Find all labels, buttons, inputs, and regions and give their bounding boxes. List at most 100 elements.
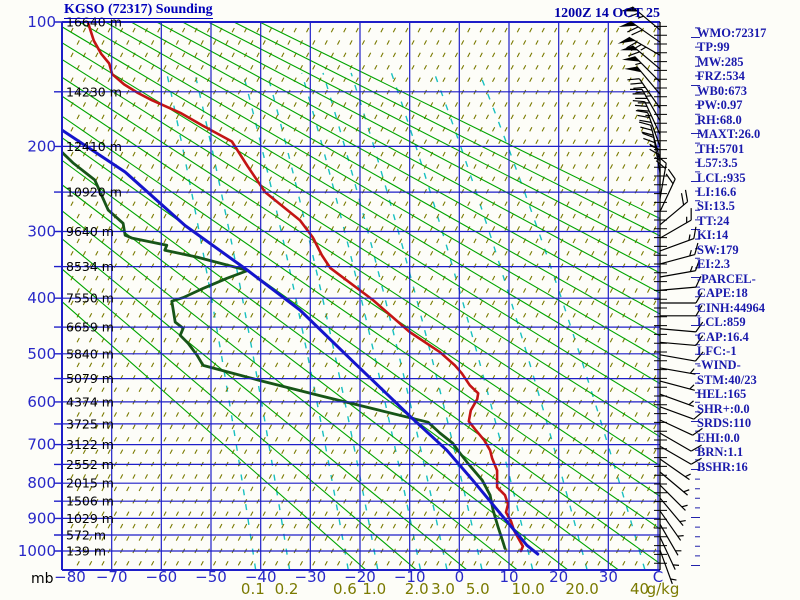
- wind-barb: [635, 109, 661, 147]
- stats-line: RH:68.0: [697, 112, 742, 127]
- wind-barb: [649, 143, 661, 187]
- temperature-tick-label: −80: [54, 568, 86, 586]
- height-label: 14230 m: [66, 84, 122, 99]
- stats-line: -WIND-: [697, 358, 741, 373]
- height-label: 12410 m: [66, 139, 122, 154]
- stats-line: LI:16.6: [697, 184, 737, 199]
- temperature-unit-label: C: [653, 568, 663, 586]
- wind-barb: [659, 458, 691, 481]
- stats-line: MW:285: [697, 54, 744, 69]
- height-label: 9640 m: [66, 224, 114, 239]
- mixing-ratio-unit-label: g/kg: [647, 580, 680, 598]
- wind-barb: [659, 380, 695, 391]
- stats-line: WMO:72317: [697, 26, 767, 40]
- height-label: 1506 m: [66, 494, 114, 509]
- height-scale-ticks: [691, 27, 700, 566]
- stats-line: L57:3.5: [697, 156, 738, 171]
- wind-barb: [659, 321, 704, 333]
- wind-barb: [660, 292, 703, 304]
- wind-barb: [617, 36, 661, 56]
- stats-line: CINH:44964: [697, 300, 766, 315]
- mixing-ratio-label: 10.0: [511, 580, 544, 598]
- stats-line: SW:179: [697, 242, 739, 257]
- plot-border: [61, 21, 660, 571]
- wind-barb: [659, 432, 702, 452]
- wind-barb: [659, 335, 704, 347]
- wind-barb: [659, 484, 688, 511]
- wind-barb: [620, 45, 661, 70]
- height-label: 139 m: [66, 543, 106, 558]
- pressure-ticks: [54, 21, 62, 552]
- stats-line: PW:0.97: [697, 98, 743, 113]
- stats-line: SHR+:0.0: [697, 401, 750, 416]
- stats-line: LFC:-1: [697, 343, 737, 358]
- temperature-tick-label: 20: [549, 568, 568, 586]
- pressure-unit-label: mb: [31, 571, 54, 587]
- pressure-axis-label: 800: [27, 474, 56, 492]
- stats-line: LCL:935: [697, 170, 746, 185]
- wind-barb: [632, 100, 661, 135]
- pressure-axis-label: 700: [27, 436, 56, 454]
- stats-line: SRDS:110: [697, 416, 752, 431]
- mixing-ratio-lines: [166, 72, 646, 570]
- stats-line: BSHR:16: [697, 459, 748, 474]
- height-label: 3122 m: [66, 437, 114, 452]
- mixing-ratio-label: 0.2: [275, 580, 299, 598]
- stats-line: KI:14: [697, 228, 729, 243]
- wind-barbs: [617, 6, 704, 585]
- wind-barb: [659, 242, 699, 265]
- temperature-tick-label: −40: [245, 568, 277, 586]
- mixing-ratio-label: 5.0: [466, 580, 490, 598]
- stats-line: LCL:859: [697, 315, 746, 330]
- wind-barb: [659, 168, 676, 212]
- wind-barb: [659, 419, 703, 436]
- wind-barb: [659, 189, 689, 226]
- temperature-tick-label: −50: [195, 568, 227, 586]
- stats-panel: WMO:72317 TP:99 MW:285 FRZ:534 WB0:673 PW:0.9…: [697, 26, 766, 474]
- stats-line: WB0:673: [697, 83, 747, 98]
- dry-adiabats: [62, 22, 660, 570]
- wind-barb: [659, 471, 690, 496]
- height-label: 7550 m: [66, 291, 114, 306]
- temperature-tick-label: −10: [394, 568, 426, 586]
- wind-barb: [659, 367, 696, 375]
- mixing-ratio-label: 3.0: [431, 580, 455, 598]
- wind-barb: [659, 523, 682, 556]
- temperature-tick-label: 10: [499, 568, 518, 586]
- temperature-tick-label: −70: [96, 568, 128, 586]
- wind-barb: [659, 208, 692, 239]
- height-label: 8534 m: [66, 259, 114, 274]
- stats-line: EHI:0.0: [697, 430, 740, 445]
- pressure-axis-label: 500: [27, 345, 56, 363]
- height-label: 4374 m: [66, 394, 114, 409]
- stats-line: STM:40/23: [697, 372, 757, 387]
- observation-datetime: 1200Z 14 OCT 25: [554, 6, 660, 21]
- parcel-trace: [62, 128, 540, 556]
- stats-line: CAPE:18: [697, 286, 748, 301]
- stats-line: SI:13.5: [697, 199, 735, 214]
- dewpoint-trace: [62, 150, 507, 550]
- height-label: 2015 m: [66, 476, 114, 491]
- wind-barb: [659, 259, 701, 278]
- wind-barb: [622, 55, 661, 83]
- wind-barb: [659, 275, 702, 291]
- height-label: 6659 m: [66, 320, 114, 335]
- wind-barb: [659, 393, 695, 408]
- height-label: 3725 m: [66, 416, 114, 431]
- temperature-tick-label: 30: [599, 568, 618, 586]
- stats-line: CAP:16.4: [697, 329, 749, 344]
- stats-line: -PARCEL-: [697, 271, 756, 286]
- pressure-axis-label: 400: [27, 289, 56, 307]
- mixing-ratio-label: 1.0: [362, 580, 386, 598]
- mixing-ratio-label: 40: [630, 580, 649, 598]
- temperature-trace: [86, 22, 525, 553]
- wind-barb: [659, 497, 686, 526]
- wind-barb: [659, 445, 702, 465]
- temperature-tick-label: 0: [455, 568, 465, 586]
- stats-line: BRN:1.1: [697, 445, 744, 460]
- wind-barb: [618, 21, 661, 43]
- height-label: 5840 m: [66, 346, 114, 361]
- stats-line: FRZ:534: [697, 69, 745, 84]
- wind-barb: [655, 155, 667, 199]
